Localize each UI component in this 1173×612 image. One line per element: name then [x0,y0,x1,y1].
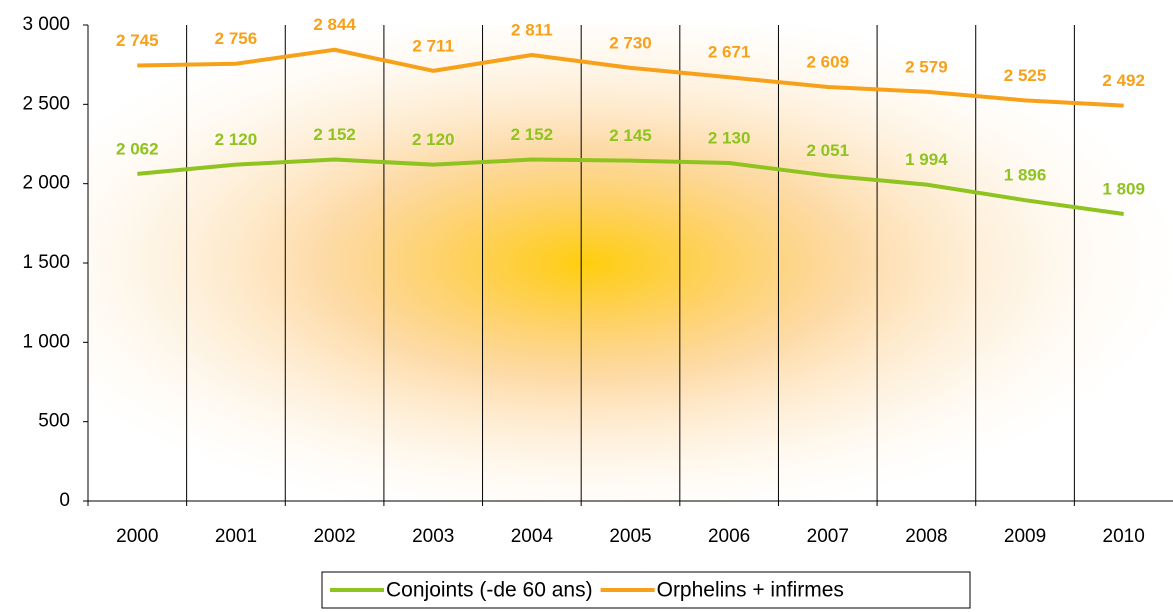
series-line [137,157,1124,216]
y-tick-label: 3 000 [22,14,70,35]
data-label: 2 120 [215,130,258,149]
y-tick-label: 2 000 [22,173,70,194]
data-label: 2 525 [1004,66,1047,85]
data-label: 2 671 [708,43,751,62]
y-tick-label: 2 500 [22,93,70,114]
y-tick-label: 1 500 [22,252,70,273]
data-label: 2 152 [313,125,356,144]
x-tick-label: 2008 [905,526,947,547]
plot-background [88,25,1173,501]
data-label: 2 756 [215,29,258,48]
x-tick-label: 2010 [1103,526,1145,547]
legend-label: Orphelins + infirmes [657,579,844,602]
data-label: 2 745 [116,31,159,50]
x-tick-label: 2001 [215,526,257,547]
data-label: 2 152 [511,125,554,144]
x-tick-label: 2000 [116,526,158,547]
data-label: 2 492 [1102,71,1145,90]
data-label: 1 809 [1102,179,1145,198]
data-label: 1 896 [1004,166,1047,185]
data-label: 2 844 [313,15,356,34]
x-tick-label: 2006 [708,526,750,547]
data-label: 2 730 [609,33,652,52]
y-tick-label: 1 000 [22,331,70,352]
x-tick-label: 2003 [412,526,454,547]
y-tick-label: 500 [38,411,70,432]
data-label: 2 120 [412,130,455,149]
data-label: 2 811 [511,20,553,39]
data-label: 2 051 [806,141,849,160]
data-label: 2 609 [806,53,849,72]
data-label: 2 130 [708,129,751,148]
y-tick-label: 0 [59,490,70,511]
legend-label: Conjoints (-de 60 ans) [386,579,593,602]
x-tick-label: 2009 [1004,526,1046,547]
x-tick-label: 2004 [511,526,554,547]
data-label: 2 579 [905,57,948,76]
data-label: 2 145 [609,126,652,145]
data-label: 1 994 [905,150,948,169]
x-tick-label: 2007 [807,526,849,547]
data-label: 2 062 [116,139,159,158]
x-tick-label: 2005 [609,526,651,547]
series-line [137,47,1124,108]
data-label: 2 711 [412,36,454,55]
x-tick-label: 2002 [313,526,355,547]
